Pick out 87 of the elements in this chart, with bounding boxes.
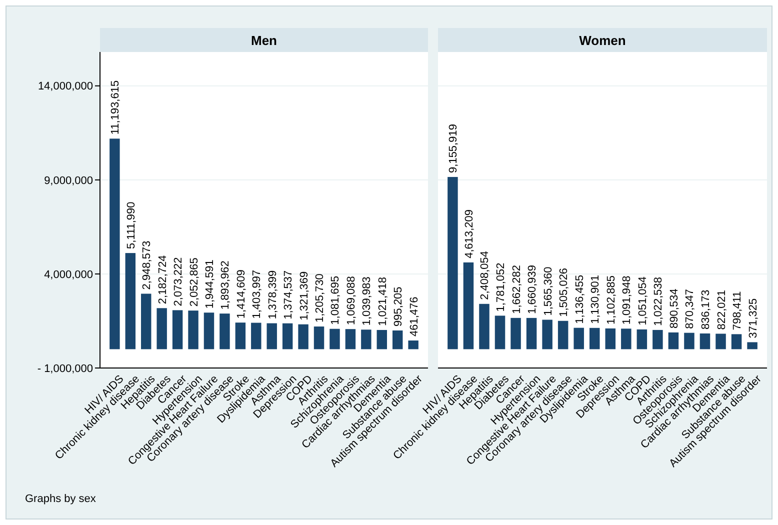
bar xyxy=(747,342,758,350)
bar xyxy=(266,323,277,350)
bar xyxy=(172,310,183,350)
data-label: 1,321,369 xyxy=(298,271,310,320)
bar xyxy=(716,334,726,350)
bar xyxy=(574,328,584,350)
data-label: 1,130,901 xyxy=(590,274,602,324)
bar xyxy=(392,330,403,350)
bar xyxy=(141,294,152,350)
bar xyxy=(510,318,521,350)
data-label: 9,155,919 xyxy=(448,124,460,173)
bar xyxy=(636,329,648,350)
data-label: 1,660,939 xyxy=(526,265,539,314)
bar xyxy=(251,322,262,350)
data-label: 1,403,997 xyxy=(251,270,264,319)
bar xyxy=(463,262,474,350)
bar xyxy=(558,320,568,350)
data-label: 1,662,282 xyxy=(510,264,523,314)
bar xyxy=(314,326,324,350)
data-label: 1,021,418 xyxy=(376,277,389,326)
bar xyxy=(621,328,632,350)
bar xyxy=(330,328,340,350)
data-label: 1,069,088 xyxy=(345,276,358,326)
bar xyxy=(684,332,694,350)
data-label: 1,414,609 xyxy=(235,270,248,319)
data-label: 1,102,885 xyxy=(605,276,618,324)
data-label: 2,408,054 xyxy=(479,250,492,300)
data-label: 870,347 xyxy=(684,289,696,329)
bar xyxy=(589,328,600,350)
data-label: 1,205,730 xyxy=(314,274,326,323)
bar xyxy=(494,316,506,350)
data-label: 1,565,360 xyxy=(542,266,554,316)
data-label: 1,505,026 xyxy=(558,268,570,317)
text: Graphs by sex xyxy=(25,493,96,505)
data-label: 1,081,695 xyxy=(330,276,342,325)
data-label: 2,073,222 xyxy=(172,257,185,306)
data-label: 2,948,573 xyxy=(141,240,154,290)
bar xyxy=(188,310,198,350)
bar xyxy=(156,308,167,350)
data-label: 2,182,724 xyxy=(156,255,169,304)
bar xyxy=(110,138,120,350)
y-tick-label: 4,000,000 xyxy=(44,268,93,281)
data-label: 1,039,983 xyxy=(361,276,374,326)
bar xyxy=(408,340,418,350)
bar xyxy=(235,322,246,350)
data-label: 995,205 xyxy=(392,286,405,326)
data-label: 1,051,054 xyxy=(636,276,649,326)
data-label: 798,411 xyxy=(732,291,744,330)
chart-title: Men xyxy=(251,33,278,48)
bar xyxy=(542,320,552,350)
bar xyxy=(731,334,742,350)
data-label: 5,111,990 xyxy=(125,202,138,250)
data-label: 1,374,537 xyxy=(282,270,295,320)
bar xyxy=(376,330,387,350)
bar xyxy=(298,324,308,350)
data-label: 1,944,591 xyxy=(204,260,216,309)
bar xyxy=(125,253,136,350)
data-label: 4,613,209 xyxy=(463,209,476,258)
bar xyxy=(448,176,458,350)
data-label: 1,091,948 xyxy=(621,276,634,325)
bar xyxy=(345,329,356,350)
data-label: 822,021 xyxy=(716,290,728,330)
chart-title: Women xyxy=(579,33,626,48)
data-label: 2,052,865 xyxy=(188,258,200,307)
bar xyxy=(652,330,663,350)
data-label: 1,136,455 xyxy=(574,274,586,324)
data-label: 1,378,399 xyxy=(266,270,279,320)
bar xyxy=(282,323,293,350)
y-tick-label: 14,000,000 xyxy=(38,80,93,93)
data-label: 836,173 xyxy=(700,290,712,330)
bar xyxy=(526,318,537,350)
bar xyxy=(668,332,679,350)
y-tick-label: 9,000,000 xyxy=(44,174,93,187)
data-label: 11,193,615 xyxy=(110,80,122,135)
data-label: 1,893,962 xyxy=(220,260,232,310)
data-label: 890,534 xyxy=(668,288,680,328)
data-label: 461,476 xyxy=(408,296,420,337)
bar xyxy=(605,328,616,350)
bar xyxy=(700,333,710,350)
data-label: 1,022,538 xyxy=(652,277,665,326)
y-tick-label: - 1,000,000 xyxy=(37,362,93,375)
bar xyxy=(204,312,214,350)
data-label: 371,325 xyxy=(747,298,760,338)
data-label: 1,781,052 xyxy=(495,262,508,312)
bar xyxy=(361,330,372,350)
bar xyxy=(220,314,230,350)
bar xyxy=(479,304,490,350)
